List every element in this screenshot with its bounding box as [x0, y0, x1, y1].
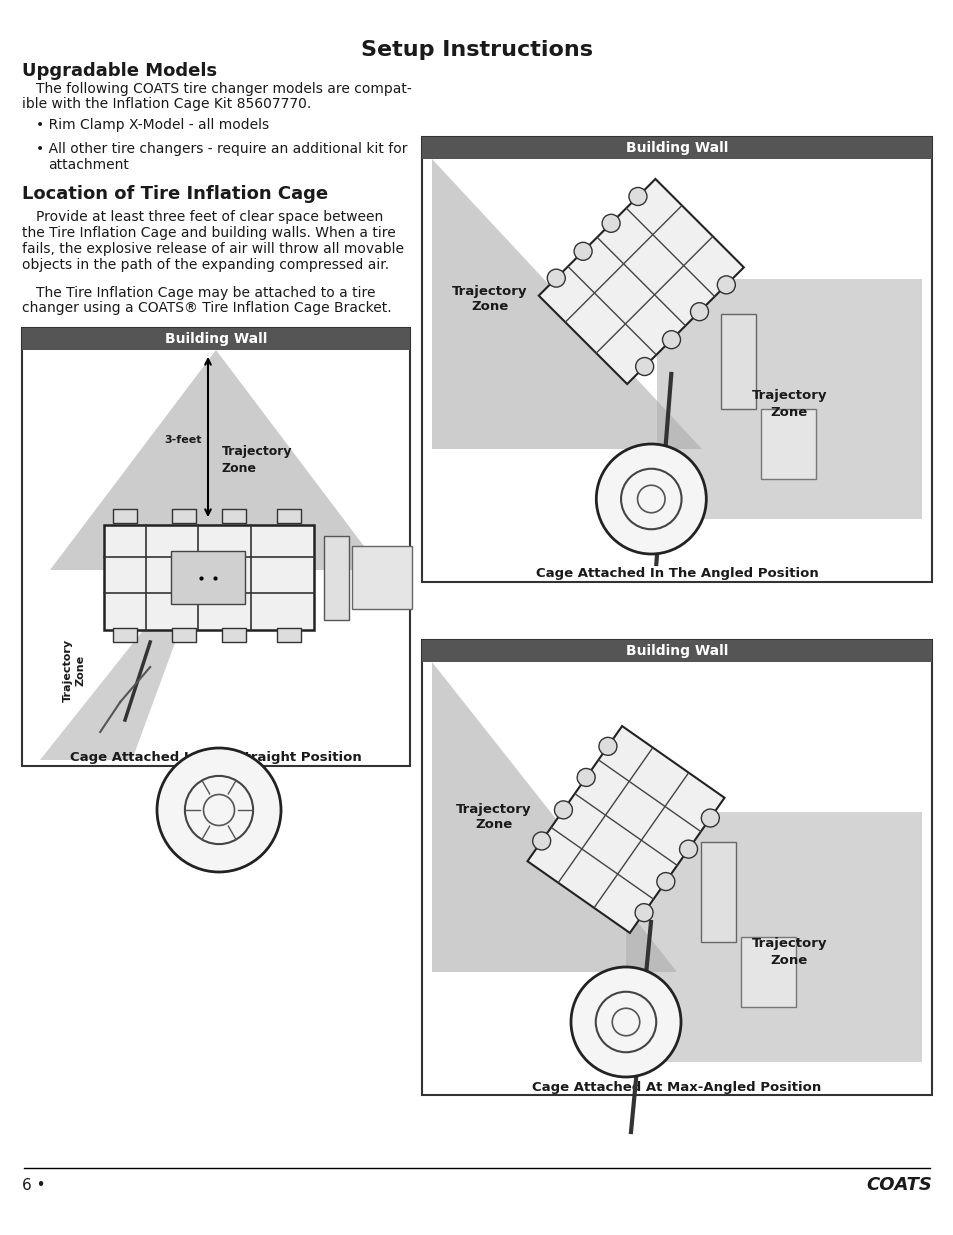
Text: objects in the path of the expanding compressed air.: objects in the path of the expanding com… [22, 258, 389, 272]
Circle shape [690, 303, 708, 321]
Text: Building Wall: Building Wall [625, 643, 727, 658]
Bar [352, 546, 412, 609]
Text: ible with the Inflation Cage Kit 85607770.: ible with the Inflation Cage Kit 8560777… [22, 98, 311, 111]
Text: 3-feet: 3-feet [164, 435, 202, 445]
Bar [276, 629, 300, 642]
Polygon shape [432, 159, 701, 450]
Text: Trajectory
Zone: Trajectory Zone [456, 803, 531, 831]
Polygon shape [656, 279, 921, 519]
Bar [276, 509, 300, 522]
Text: Upgradable Models: Upgradable Models [22, 62, 217, 80]
Circle shape [700, 809, 719, 827]
Text: Setup Instructions: Setup Instructions [360, 40, 593, 61]
Circle shape [577, 768, 595, 787]
Circle shape [598, 737, 617, 756]
Polygon shape [432, 662, 677, 972]
Text: changer using a COATS® Tire Inflation Cage Bracket.: changer using a COATS® Tire Inflation Ca… [22, 301, 392, 315]
Circle shape [717, 275, 735, 294]
Circle shape [635, 904, 653, 921]
Bar [421, 137, 931, 582]
Bar [760, 409, 816, 479]
Bar [421, 640, 931, 1095]
Text: Trajectory
Zone: Trajectory Zone [452, 284, 527, 314]
Bar [171, 551, 244, 604]
Bar [324, 536, 349, 620]
Bar [527, 726, 723, 932]
Circle shape [661, 331, 679, 348]
Circle shape [574, 242, 592, 261]
Text: Trajectory
Zone: Trajectory Zone [751, 389, 826, 419]
Circle shape [635, 357, 653, 375]
Bar [22, 329, 410, 350]
Text: Cage Attached In The Angled Position: Cage Attached In The Angled Position [535, 568, 818, 580]
Bar [538, 179, 743, 384]
Polygon shape [625, 811, 921, 1062]
Bar [112, 629, 137, 642]
Text: Provide at least three feet of clear space between: Provide at least three feet of clear spa… [36, 210, 383, 224]
Circle shape [679, 840, 697, 858]
Bar [112, 509, 137, 522]
Bar [720, 314, 756, 409]
Circle shape [596, 445, 705, 555]
Polygon shape [50, 350, 381, 571]
Text: Building Wall: Building Wall [625, 141, 727, 156]
Circle shape [554, 800, 572, 819]
Circle shape [657, 873, 674, 890]
Text: Trajectory
Zone: Trajectory Zone [751, 937, 826, 967]
Bar [740, 937, 795, 1007]
Text: The following COATS tire changer models are compat-: The following COATS tire changer models … [36, 82, 412, 96]
Bar [222, 629, 246, 642]
Circle shape [157, 748, 281, 872]
Bar [172, 509, 195, 522]
Text: • All other tire changers - require an additional kit for: • All other tire changers - require an a… [36, 142, 407, 156]
Bar [222, 509, 246, 522]
Circle shape [547, 269, 565, 288]
Text: the Tire Inflation Cage and building walls. When a tire: the Tire Inflation Cage and building wal… [22, 226, 395, 240]
Circle shape [628, 188, 646, 205]
Text: fails, the explosive release of air will throw all movable: fails, the explosive release of air will… [22, 242, 403, 256]
Text: The Tire Inflation Cage may be attached to a tire: The Tire Inflation Cage may be attached … [36, 287, 375, 300]
Text: attachment: attachment [48, 158, 129, 172]
Bar [104, 525, 314, 630]
Bar [421, 640, 931, 662]
Text: COATS: COATS [865, 1176, 931, 1194]
Circle shape [571, 967, 680, 1077]
Bar [421, 137, 931, 159]
Text: • Rim Clamp X-Model - all models: • Rim Clamp X-Model - all models [36, 119, 269, 132]
Circle shape [601, 215, 619, 232]
Text: 6 •: 6 • [22, 1177, 46, 1193]
Bar [22, 329, 410, 766]
Bar [172, 629, 195, 642]
Text: Trajectory
Zone: Trajectory Zone [63, 638, 85, 701]
Text: Cage Attached At Max-Angled Position: Cage Attached At Max-Angled Position [532, 1081, 821, 1093]
Polygon shape [40, 545, 211, 760]
Text: Building Wall: Building Wall [165, 332, 267, 346]
Text: Location of Tire Inflation Cage: Location of Tire Inflation Cage [22, 185, 328, 203]
Text: Cage Attached In The Straight Position: Cage Attached In The Straight Position [71, 752, 361, 764]
Text: Trajectory
Zone: Trajectory Zone [222, 446, 293, 474]
Bar [700, 842, 735, 942]
Circle shape [532, 832, 550, 850]
